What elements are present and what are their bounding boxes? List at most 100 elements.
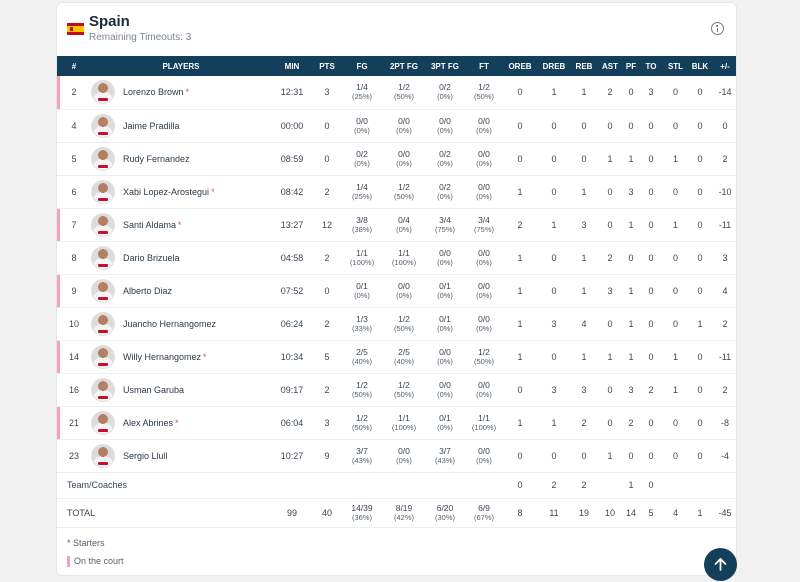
table-row[interactable]: 10 Juancho Hernangomez 06:24 2 1/3 (33%) 1/2 (5… (57, 307, 736, 341)
fg2-percentage: (50%) (393, 191, 414, 201)
player-name-link[interactable]: Lorenzo Brown * (123, 87, 189, 97)
stat-oreb: 2 (503, 208, 537, 242)
ft-percentage: (0%) (476, 257, 492, 267)
player-name[interactable]: Willy Hernangomez (123, 351, 202, 362)
total-fg2-made-attempted: 8/19 (395, 502, 413, 513)
team-coaches-label: Team/Coaches (57, 472, 503, 499)
fg3: 3/7 (43%) (425, 439, 465, 473)
player-name-link[interactable]: Jaime Pradilla (123, 121, 180, 131)
ft-percentage: (100%) (471, 422, 497, 432)
stat-oreb: 0 (503, 373, 537, 407)
ft: 0/0 (0%) (465, 307, 503, 341)
player-cell: Rudy Fernandez (91, 142, 271, 176)
player-cell: Sergio Llull (91, 439, 271, 473)
player-name-link[interactable]: Sergio Llull (123, 451, 168, 461)
player-name-link[interactable]: Santi Aldama * (123, 220, 182, 230)
stat-reb: 0 (571, 109, 597, 143)
table-row[interactable]: 2 Lorenzo Brown * 12:31 3 1/4 (25%) 1/2 (50%) 0/2… (57, 76, 736, 110)
ft-made-attempted: 0/0 (478, 247, 490, 258)
total-ft: 6/9 (67%) (465, 498, 503, 528)
scroll-to-top-button[interactable] (704, 548, 737, 581)
stat-dreb: 1 (537, 76, 571, 110)
player-name-link[interactable]: Xabi Lopez-Arostegui * (123, 187, 215, 197)
ft-made-attempted: 0/0 (478, 445, 490, 456)
ft: 3/4 (75%) (465, 208, 503, 242)
stat-dreb: 0 (537, 142, 571, 176)
starter-marker: * (203, 351, 207, 362)
empty-cell (688, 472, 712, 499)
player-name-link[interactable]: Usman Garuba (123, 385, 184, 395)
stat-to: 0 (639, 175, 663, 209)
player-name[interactable]: Jaime Pradilla (123, 120, 180, 131)
stat-pf: 1 (623, 307, 639, 341)
points: 0 (313, 142, 341, 176)
fg-made-attempted: 0/1 (356, 280, 368, 291)
fg2: 0/4 (0%) (383, 208, 425, 242)
stat-ast: 0 (597, 406, 623, 440)
player-name-link[interactable]: Alex Abrines * (123, 418, 179, 428)
table-row[interactable]: 5 Rudy Fernandez 08:59 0 0/2 (0%) 0/0 (0%) 0/2 (0… (57, 142, 736, 176)
player-name[interactable]: Usman Garuba (123, 384, 185, 395)
jersey-number: 9 (57, 274, 91, 308)
player-name-link[interactable]: Dario Brizuela (123, 253, 180, 263)
stat-pm: -4 (712, 439, 736, 473)
column-header: AST (602, 61, 618, 71)
avatar (91, 146, 115, 171)
info-icon[interactable] (711, 22, 724, 35)
points: 2 (313, 307, 341, 341)
table-row[interactable]: 16 Usman Garuba 09:17 2 1/2 (50%) 1/2 (50%) 0/0(… (57, 373, 736, 407)
minutes: 07:52 (271, 274, 313, 308)
points: 2 (313, 373, 341, 407)
player-name[interactable]: Xabi Lopez-Arostegui (123, 186, 210, 197)
table-row[interactable]: 6 Xabi Lopez-Arostegui * 08:42 2 1/4 (25%) 1/2(… (57, 175, 736, 209)
player-name-link[interactable]: Alberto Diaz (123, 286, 172, 296)
player-name[interactable]: Alex Abrines (123, 417, 174, 428)
player-name[interactable]: Santi Aldama (123, 219, 177, 230)
fg-made-attempted: 0/0 (356, 115, 368, 126)
ft: 1/2 (50%) (465, 76, 503, 110)
fg-made-attempted: 1/2 (356, 412, 368, 423)
player-name[interactable]: Sergio Llull (123, 450, 168, 461)
stat-stl: 0 (663, 307, 688, 341)
stat-oreb: 1 (503, 406, 537, 440)
boxscore-card: Spain Remaining Timeouts: 3 # PLAYERS MIN P… (56, 2, 737, 576)
player-name-link[interactable]: Juancho Hernangomez (123, 319, 216, 329)
fg3-made-attempted: 0/0 (439, 346, 451, 357)
table-row[interactable]: 14 Willy Hernangomez * 10:34 5 2/5 (40%) 2/5 (40… (57, 340, 736, 374)
fg2-percentage: (0%) (396, 224, 412, 234)
table-row[interactable]: 8 Dario Brizuela 04:58 2 1/1 (100%) 1/1 (100%) 0… (57, 241, 736, 275)
table-row[interactable]: 23 Sergio Llull 10:27 9 3/7 (43%) 0/0 (0%) 3/7 (4… (57, 439, 736, 473)
stat-stl: 1 (663, 208, 688, 242)
player-name[interactable]: Alberto Diaz (123, 285, 173, 296)
player-name[interactable]: Dario Brizuela (123, 252, 180, 263)
stat-ast: 2 (597, 76, 623, 110)
jersey-number: 7 (57, 208, 91, 242)
player-name-link[interactable]: Rudy Fernandez (123, 154, 190, 164)
table-row[interactable]: 21 Alex Abrines * 06:04 3 1/2 (50%) 1/1 (100%) 0/… (57, 406, 736, 440)
fg2-made-attempted: 1/2 (398, 379, 410, 390)
stat-oreb: 0 (503, 439, 537, 473)
ft-made-attempted: 1/2 (478, 82, 490, 93)
jersey-number: 2 (57, 76, 91, 110)
player-name-link[interactable]: Willy Hernangomez * (123, 352, 207, 362)
stat-dreb: 0 (537, 274, 571, 308)
ft: 1/1 (100%) (465, 406, 503, 440)
ft: 0/0 (0%) (465, 175, 503, 209)
column-header: PLAYERS (162, 61, 200, 71)
player-name[interactable]: Rudy Fernandez (123, 153, 190, 164)
table-row[interactable]: 7 Santi Aldama * 13:27 12 3/8 (38%) 0/4 (0%) 3/4(… (57, 208, 736, 242)
player-name[interactable]: Juancho Hernangomez (123, 318, 217, 329)
stat-pm: 3 (712, 241, 736, 275)
legend-on-court-label: On the court (74, 556, 124, 566)
table-row[interactable]: 4 Jaime Pradilla 00:00 0 0/0 (0%) 0/0 (0%) 0/0 (0… (57, 109, 736, 143)
table-row[interactable]: 9 Alberto Diaz 07:52 0 0/1 (0%) 0/0 (0%) 0/1 (0%)… (57, 274, 736, 308)
fg: 0/2 (0%) (341, 142, 383, 176)
player-name[interactable]: Lorenzo Brown (123, 87, 184, 98)
starter-marker: * (211, 186, 215, 197)
stat-stl: 0 (663, 175, 688, 209)
stat-ast: 0 (597, 109, 623, 143)
total-oreb: 8 (503, 498, 537, 528)
minutes: 04:58 (271, 241, 313, 275)
fg: 3/8 (38%) (341, 208, 383, 242)
on-court-marker (67, 555, 70, 567)
